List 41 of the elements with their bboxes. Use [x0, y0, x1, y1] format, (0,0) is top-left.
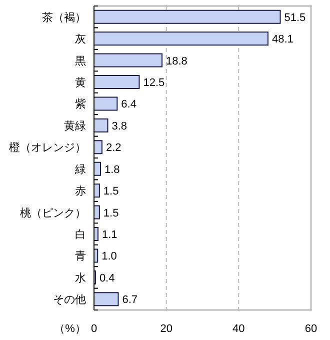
- data-label: 48.1: [272, 34, 294, 46]
- data-label: 1.1: [102, 229, 118, 241]
- y-tick-label: 青: [75, 250, 86, 263]
- y-tick-label: 黒: [75, 55, 86, 68]
- bar: [94, 32, 268, 46]
- x-tick-label: 40: [232, 323, 245, 335]
- y-tick-label: 桃（ピンク）: [20, 207, 86, 220]
- data-label: 12.5: [143, 77, 165, 89]
- y-tick-label: 赤: [75, 184, 86, 198]
- data-label: 6.4: [121, 98, 136, 111]
- bar: [94, 96, 118, 111]
- y-tick-label: 白: [75, 229, 86, 241]
- data-label: 0.4: [99, 272, 115, 284]
- bar: [94, 140, 102, 154]
- bar: [94, 292, 119, 306]
- y-tick-label: 水: [75, 271, 86, 284]
- y-tick-label: 橙（オレンジ）: [9, 142, 86, 154]
- y-tick-label: 灰: [75, 34, 86, 46]
- data-label: 51.5: [284, 12, 306, 24]
- data-label: 18.8: [166, 55, 188, 68]
- x-axis-title: （%）: [54, 323, 86, 335]
- data-label: 1.5: [103, 207, 119, 220]
- y-tick-label: 茶（褐）: [42, 10, 86, 24]
- data-label: 6.7: [122, 294, 138, 306]
- bar: [94, 118, 108, 132]
- data-label: 1.8: [104, 164, 120, 176]
- bar: [94, 53, 162, 68]
- data-label: 3.8: [112, 120, 128, 132]
- data-label: 1.5: [103, 186, 119, 198]
- data-label: 1.0: [102, 250, 117, 263]
- y-tick-label: 黄: [75, 76, 86, 89]
- y-tick-label: その他: [53, 294, 86, 306]
- bar: [94, 10, 281, 24]
- y-tick-label: 緑: [74, 164, 86, 176]
- y-tick-label: 黄緑: [64, 119, 86, 132]
- bar: [94, 75, 140, 89]
- x-tick-label: 20: [160, 323, 172, 335]
- x-tick-label: 60: [304, 323, 318, 335]
- y-tick-label: 紫: [75, 98, 86, 111]
- x-tick-label: 0: [90, 323, 98, 335]
- data-label: 2.2: [106, 142, 122, 154]
